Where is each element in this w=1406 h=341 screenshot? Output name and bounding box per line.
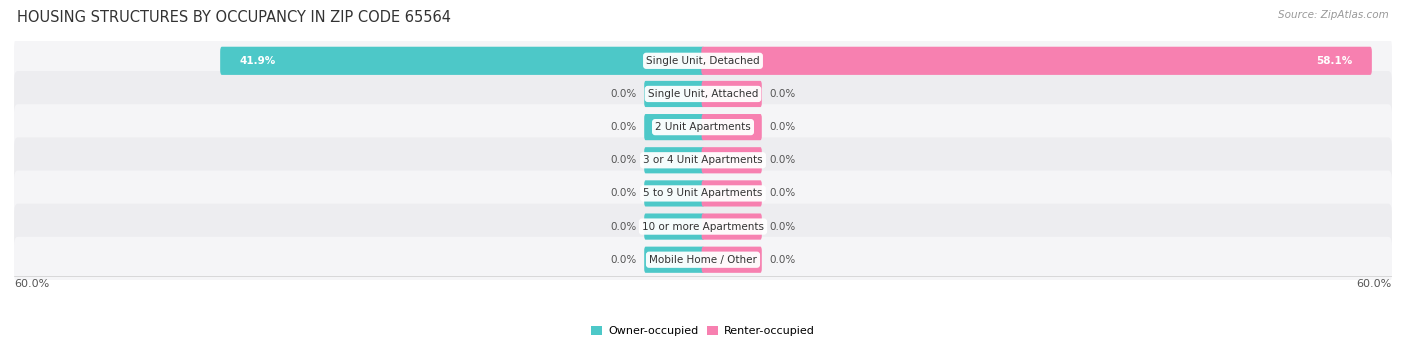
Text: 10 or more Apartments: 10 or more Apartments: [643, 222, 763, 232]
FancyBboxPatch shape: [702, 213, 762, 240]
FancyBboxPatch shape: [644, 180, 704, 207]
Text: 3 or 4 Unit Apartments: 3 or 4 Unit Apartments: [643, 155, 763, 165]
FancyBboxPatch shape: [644, 81, 704, 107]
Text: 0.0%: 0.0%: [769, 189, 796, 198]
Text: 0.0%: 0.0%: [610, 255, 637, 265]
Text: 0.0%: 0.0%: [769, 89, 796, 99]
FancyBboxPatch shape: [14, 137, 1392, 183]
FancyBboxPatch shape: [14, 38, 1392, 84]
Text: HOUSING STRUCTURES BY OCCUPANCY IN ZIP CODE 65564: HOUSING STRUCTURES BY OCCUPANCY IN ZIP C…: [17, 10, 451, 25]
FancyBboxPatch shape: [14, 204, 1392, 250]
Text: 41.9%: 41.9%: [239, 56, 276, 66]
FancyBboxPatch shape: [644, 147, 704, 173]
FancyBboxPatch shape: [702, 81, 762, 107]
Text: 5 to 9 Unit Apartments: 5 to 9 Unit Apartments: [644, 189, 762, 198]
Text: 0.0%: 0.0%: [610, 89, 637, 99]
FancyBboxPatch shape: [702, 47, 1372, 75]
Text: Mobile Home / Other: Mobile Home / Other: [650, 255, 756, 265]
Text: 60.0%: 60.0%: [14, 279, 49, 289]
Text: 0.0%: 0.0%: [610, 222, 637, 232]
FancyBboxPatch shape: [14, 237, 1392, 283]
FancyBboxPatch shape: [14, 104, 1392, 150]
Text: 0.0%: 0.0%: [610, 189, 637, 198]
Text: Single Unit, Attached: Single Unit, Attached: [648, 89, 758, 99]
Text: 0.0%: 0.0%: [610, 155, 637, 165]
FancyBboxPatch shape: [14, 71, 1392, 117]
Text: 0.0%: 0.0%: [769, 255, 796, 265]
FancyBboxPatch shape: [644, 247, 704, 273]
Text: 0.0%: 0.0%: [610, 122, 637, 132]
FancyBboxPatch shape: [644, 213, 704, 240]
FancyBboxPatch shape: [702, 247, 762, 273]
Text: 58.1%: 58.1%: [1316, 56, 1353, 66]
FancyBboxPatch shape: [702, 114, 762, 140]
Text: Source: ZipAtlas.com: Source: ZipAtlas.com: [1278, 10, 1389, 20]
Text: 0.0%: 0.0%: [769, 155, 796, 165]
Text: 0.0%: 0.0%: [769, 222, 796, 232]
Text: 2 Unit Apartments: 2 Unit Apartments: [655, 122, 751, 132]
Text: Single Unit, Detached: Single Unit, Detached: [647, 56, 759, 66]
FancyBboxPatch shape: [644, 114, 704, 140]
FancyBboxPatch shape: [702, 147, 762, 173]
Text: 60.0%: 60.0%: [1357, 279, 1392, 289]
Legend: Owner-occupied, Renter-occupied: Owner-occupied, Renter-occupied: [586, 322, 820, 341]
FancyBboxPatch shape: [14, 170, 1392, 216]
Text: 0.0%: 0.0%: [769, 122, 796, 132]
FancyBboxPatch shape: [221, 47, 704, 75]
FancyBboxPatch shape: [702, 180, 762, 207]
